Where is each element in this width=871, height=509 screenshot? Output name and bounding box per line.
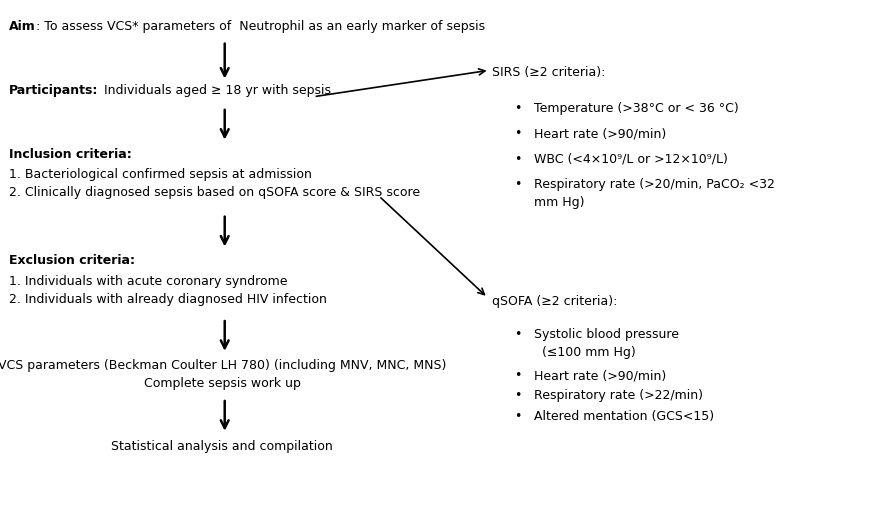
Text: : To assess VCS* parameters of  Neutrophil as an early marker of sepsis: : To assess VCS* parameters of Neutrophi… (36, 20, 485, 34)
Text: •: • (514, 153, 521, 166)
Text: VCS parameters (Beckman Coulter LH 780) (including MNV, MNC, MNS): VCS parameters (Beckman Coulter LH 780) … (0, 359, 446, 372)
Text: qSOFA (≥2 criteria):: qSOFA (≥2 criteria): (492, 295, 618, 308)
Text: Temperature (>38°C or < 36 °C): Temperature (>38°C or < 36 °C) (534, 102, 739, 115)
Text: Systolic blood pressure: Systolic blood pressure (534, 328, 679, 342)
Text: •: • (514, 328, 521, 342)
Text: Altered mentation (GCS<15): Altered mentation (GCS<15) (534, 410, 714, 423)
Text: Heart rate (>90/min): Heart rate (>90/min) (534, 127, 666, 140)
Text: •: • (514, 389, 521, 403)
Text: •: • (514, 102, 521, 115)
Text: Participants:: Participants: (9, 84, 98, 97)
Text: WBC (<4×10⁹/L or >12×10⁹/L): WBC (<4×10⁹/L or >12×10⁹/L) (534, 153, 728, 166)
Text: Respiratory rate (>20/min, PaCO₂ <32: Respiratory rate (>20/min, PaCO₂ <32 (534, 178, 775, 191)
Text: Heart rate (>90/min): Heart rate (>90/min) (534, 369, 666, 382)
Text: •: • (514, 369, 521, 382)
Text: Respiratory rate (>22/min): Respiratory rate (>22/min) (534, 389, 703, 403)
Text: mm Hg): mm Hg) (534, 196, 584, 209)
Text: Complete sepsis work up: Complete sepsis work up (144, 377, 300, 390)
Text: SIRS (≥2 criteria):: SIRS (≥2 criteria): (492, 66, 605, 79)
Text: •: • (514, 127, 521, 140)
Text: Individuals aged ≥ 18 yr with sepsis: Individuals aged ≥ 18 yr with sepsis (100, 84, 331, 97)
Text: 1. Individuals with acute coronary syndrome: 1. Individuals with acute coronary syndr… (9, 275, 287, 288)
Text: 2. Clinically diagnosed sepsis based on qSOFA score & SIRS score: 2. Clinically diagnosed sepsis based on … (9, 186, 420, 199)
Text: •: • (514, 410, 521, 423)
Text: •: • (514, 178, 521, 191)
Text: Statistical analysis and compilation: Statistical analysis and compilation (111, 440, 333, 454)
Text: Aim: Aim (9, 20, 36, 34)
Text: Exclusion criteria:: Exclusion criteria: (9, 254, 135, 268)
Text: (≤100 mm Hg): (≤100 mm Hg) (534, 346, 636, 359)
Text: Inclusion criteria:: Inclusion criteria: (9, 148, 132, 161)
Text: 1. Bacteriological confirmed sepsis at admission: 1. Bacteriological confirmed sepsis at a… (9, 168, 312, 181)
Text: 2. Individuals with already diagnosed HIV infection: 2. Individuals with already diagnosed HI… (9, 293, 327, 306)
